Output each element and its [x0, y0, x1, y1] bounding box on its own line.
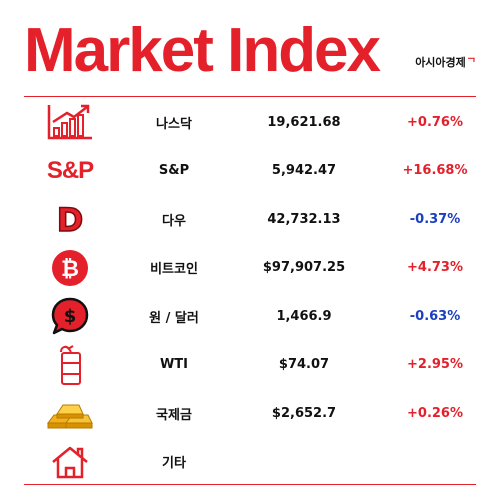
- index-change: +2.95%: [407, 357, 463, 373]
- house-icon: [40, 438, 100, 487]
- brand-mark-icon: ᄀ: [466, 58, 476, 69]
- svg-text:₿: ₿: [61, 257, 79, 282]
- index-name: 다우: [162, 213, 186, 229]
- table-row-dow: D 다우 42,732.13 -0.37%: [24, 195, 476, 244]
- bar-chart-growth-icon: [40, 98, 100, 147]
- gold-bars-icon: [40, 389, 100, 438]
- index-name: WTI: [159, 357, 189, 373]
- index-value: $74.07: [278, 357, 330, 373]
- table-row-krw-usd: $ 원 / 달러 1,466.9 -0.63%: [24, 292, 476, 341]
- dollar-speech-bubble-icon: $: [40, 292, 100, 341]
- sp-logo-icon: S&P: [46, 156, 94, 184]
- brand-name: 아시아경제: [415, 56, 466, 69]
- brand-logo: 아시아경제ᄀ: [415, 54, 476, 70]
- svg-text:D: D: [57, 201, 84, 239]
- svg-text:$: $: [64, 306, 77, 327]
- index-name: 기타: [162, 456, 186, 472]
- bottom-divider: [24, 484, 476, 485]
- table-row-nasdaq: 나스닥 19,621.68 +0.76%: [24, 98, 476, 147]
- index-value: 5,942.47: [271, 163, 337, 179]
- index-change: +4.73%: [407, 260, 463, 276]
- table-row-others: 기타: [24, 438, 476, 487]
- table-row-sp: S&P S&P 5,942.47 +16.68%: [24, 147, 476, 196]
- index-name: 나스닥: [156, 116, 192, 132]
- index-change: -0.37%: [409, 211, 461, 227]
- index-change: +0.76%: [407, 114, 463, 130]
- table-row-gold: 국제금 $2,652.7 +0.26%: [24, 389, 476, 438]
- index-value: $2,652.7: [271, 405, 337, 421]
- index-change: +0.26%: [407, 405, 463, 421]
- index-name: 국제금: [156, 407, 192, 423]
- bitcoin-icon: ₿: [40, 244, 100, 293]
- index-table: 나스닥 19,621.68 +0.76% S&P S&P 5,942.47 +1…: [24, 98, 476, 486]
- index-change: [390, 438, 480, 487]
- index-change: +16.68%: [402, 163, 468, 179]
- index-value: [244, 438, 364, 487]
- index-value: 42,732.13: [267, 211, 341, 227]
- index-value: 19,621.68: [267, 114, 341, 130]
- index-value: $97,907.25: [262, 260, 346, 276]
- dow-letter-d-icon: D: [40, 195, 100, 244]
- table-row-bitcoin: ₿ 비트코인 $97,907.25 +4.73%: [24, 244, 476, 293]
- index-name: 비트코인: [150, 262, 198, 278]
- index-name: 원 / 달러: [149, 310, 199, 326]
- page-title: Market Index: [24, 16, 381, 85]
- oil-barrel-icon: [40, 341, 100, 390]
- index-name: S&P: [158, 163, 190, 179]
- index-value: 1,466.9: [276, 308, 332, 324]
- table-row-wti: WTI $74.07 +2.95%: [24, 341, 476, 390]
- top-divider: [24, 96, 476, 97]
- index-change: -0.63%: [409, 308, 461, 324]
